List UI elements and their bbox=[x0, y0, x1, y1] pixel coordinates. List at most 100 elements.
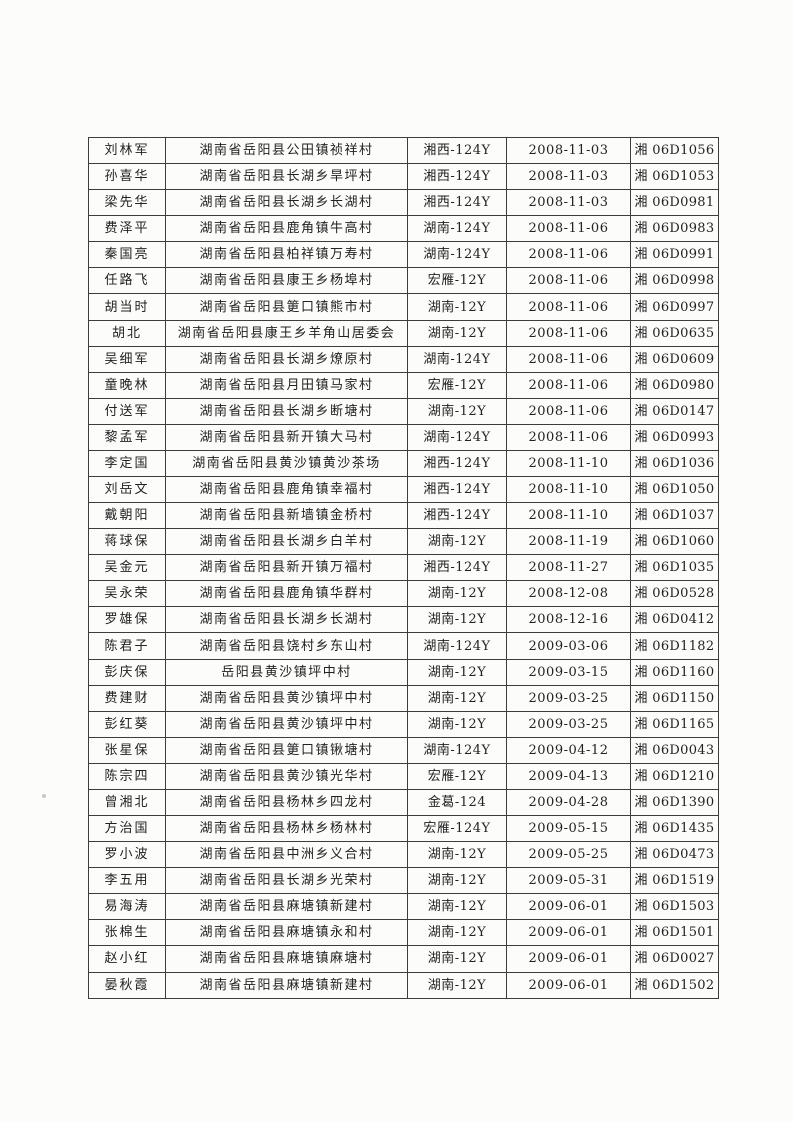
cell-date: 2009-03-25 bbox=[506, 684, 631, 712]
table-row: 李五用 湖南省岳阳县长湖乡光荣村 湖南-12Y 2009-05-31 湘 06D1519 bbox=[88, 867, 719, 895]
cell-plate: 湘 06D0043 bbox=[630, 736, 719, 764]
cell-address: 岳阳县黄沙镇坪中村 bbox=[165, 658, 408, 686]
cell-address: 湖南省岳阳县黄沙镇坪中村 bbox=[165, 710, 408, 738]
cell-date: 2009-06-01 bbox=[506, 919, 631, 947]
cell-name: 李五用 bbox=[88, 867, 166, 895]
table-row: 晏秋霞 湖南省岳阳县麻塘镇新建村 湖南-12Y 2009-06-01 湘 06D1502 bbox=[88, 971, 719, 999]
cell-address: 湖南省岳阳县黄沙镇坪中村 bbox=[165, 684, 408, 712]
cell-plate: 湘 06D1502 bbox=[630, 971, 719, 999]
cell-plate: 湘 06D0998 bbox=[630, 267, 719, 295]
cell-date: 2008-11-10 bbox=[506, 502, 631, 530]
cell-plate: 湘 06D1037 bbox=[630, 502, 719, 530]
cell-date: 2008-11-06 bbox=[506, 241, 631, 269]
table-row: 罗雄保 湖南省岳阳县长湖乡长湖村 湖南-12Y 2008-12-16 湘 06D0412 bbox=[88, 606, 719, 634]
cell-name: 刘岳文 bbox=[88, 476, 166, 504]
cell-name: 罗雄保 bbox=[88, 606, 166, 634]
cell-address: 湖南省岳阳县长湖乡断塘村 bbox=[165, 397, 408, 425]
cell-name: 胡当时 bbox=[88, 293, 166, 321]
cell-address: 湖南省岳阳县鹿角镇华群村 bbox=[165, 580, 408, 608]
cell-plate: 湘 06D1390 bbox=[630, 788, 719, 817]
table-row: 童晚林 湖南省岳阳县月田镇马家村 宏雁-12Y 2008-11-06 湘 06D0980 bbox=[88, 371, 719, 399]
cell-address: 湖南省岳阳县麻塘镇新建村 bbox=[165, 893, 408, 921]
cell-name: 孙喜华 bbox=[88, 163, 166, 191]
cell-date: 2009-04-28 bbox=[506, 788, 631, 817]
cell-date: 2008-11-27 bbox=[506, 554, 631, 582]
cell-model: 湖南-12Y bbox=[407, 528, 507, 556]
cell-model: 湖南-12Y bbox=[407, 293, 507, 321]
cell-plate: 湘 06D1210 bbox=[630, 762, 719, 790]
cell-model: 湘西-124Y bbox=[407, 476, 507, 504]
cell-address: 湖南省岳阳县黄沙镇光华村 bbox=[165, 762, 408, 790]
cell-model: 湖南-12Y bbox=[407, 684, 507, 712]
cell-model: 湖南-12Y bbox=[407, 841, 507, 869]
cell-date: 2008-11-06 bbox=[506, 345, 631, 373]
cell-model: 湖南-124Y bbox=[407, 632, 507, 660]
cell-model: 湖南-124Y bbox=[407, 736, 507, 764]
cell-date: 2009-03-06 bbox=[506, 632, 631, 660]
table-row: 蒋球保 湖南省岳阳县长湖乡白羊村 湖南-12Y 2008-11-19 湘 06D1060 bbox=[88, 528, 719, 556]
cell-address: 湖南省岳阳县康王乡羊角山居委会 bbox=[165, 319, 408, 347]
table-row: 李定国 湖南省岳阳县黄沙镇黄沙茶场 湘西-124Y 2008-11-10 湘 06D10… bbox=[88, 449, 719, 478]
cell-name: 赵小红 bbox=[88, 945, 166, 973]
cell-address: 湖南省岳阳县长湖乡长湖村 bbox=[165, 606, 408, 634]
cell-model: 湖南-12Y bbox=[407, 919, 507, 947]
cell-model: 宏雁-12Y bbox=[407, 762, 507, 790]
cell-date: 2008-11-06 bbox=[506, 397, 631, 425]
cell-model: 湖南-12Y bbox=[407, 397, 507, 425]
cell-date: 2009-05-15 bbox=[506, 815, 631, 843]
cell-date: 2008-11-06 bbox=[506, 319, 631, 347]
table-row: 胡当时 湖南省岳阳县筻口镇熊市村 湖南-12Y 2008-11-06 湘 06D0997 bbox=[88, 293, 719, 321]
cell-model: 湖南-12Y bbox=[407, 319, 507, 347]
table-row: 戴朝阳 湖南省岳阳县新墙镇金桥村 湘西-124Y 2008-11-10 湘 06D103… bbox=[88, 502, 719, 530]
cell-model: 湖南-124Y bbox=[407, 241, 507, 269]
cell-date: 2009-06-01 bbox=[506, 945, 631, 973]
cell-model: 宏雁-12Y bbox=[407, 267, 507, 295]
cell-plate: 湘 06D1182 bbox=[630, 632, 719, 660]
table-row: 梁先华 湖南省岳阳县长湖乡长湖村 湘西-124Y 2008-11-03 湘 06D098… bbox=[88, 189, 719, 217]
table-row: 方治国 湖南省岳阳县杨林乡杨林村 宏雁-124Y 2009-05-15 湘 06D143… bbox=[88, 815, 719, 843]
table-row: 吴金元 湖南省岳阳县新开镇万福村 湘西-124Y 2008-11-27 湘 06D103… bbox=[88, 554, 719, 582]
table-row: 秦国亮 湖南省岳阳县柏祥镇万寿村 湖南-124Y 2008-11-06 湘 06D099… bbox=[88, 241, 719, 269]
cell-name: 方治国 bbox=[88, 815, 166, 843]
records-table: 刘林军 湖南省岳阳县公田镇祯祥村 湘西-124Y 2008-11-03 湘 06D105… bbox=[88, 136, 719, 999]
table-row: 孙喜华 湖南省岳阳县长湖乡旱坪村 湘西-124Y 2008-11-03 湘 06D105… bbox=[88, 163, 719, 191]
cell-date: 2008-11-06 bbox=[506, 293, 631, 321]
cell-plate: 湘 06D1050 bbox=[630, 476, 719, 504]
cell-plate: 湘 06D0981 bbox=[630, 189, 719, 217]
cell-date: 2009-05-25 bbox=[506, 841, 631, 869]
cell-plate: 湘 06D1035 bbox=[630, 554, 719, 582]
cell-date: 2009-03-15 bbox=[506, 658, 631, 686]
cell-name: 费建财 bbox=[88, 684, 166, 712]
cell-date: 2008-11-10 bbox=[506, 449, 631, 478]
table-row: 费建财 湖南省岳阳县黄沙镇坪中村 湖南-12Y 2009-03-25 湘 06D1150 bbox=[88, 684, 719, 712]
table-row: 刘岳文 湖南省岳阳县鹿角镇幸福村 湘西-124Y 2008-11-10 湘 06D105… bbox=[88, 476, 719, 504]
cell-name: 曾湘北 bbox=[88, 788, 166, 817]
cell-name: 童晚林 bbox=[88, 371, 166, 399]
cell-model: 宏雁-124Y bbox=[407, 815, 507, 843]
cell-address: 湖南省岳阳县长湖乡白羊村 bbox=[165, 528, 408, 556]
cell-address: 湖南省岳阳县长湖乡旱坪村 bbox=[165, 163, 408, 191]
cell-plate: 湘 06D1501 bbox=[630, 919, 719, 947]
cell-plate: 湘 06D0980 bbox=[630, 371, 719, 399]
cell-address: 湖南省岳阳县公田镇祯祥村 bbox=[165, 136, 408, 165]
cell-model: 湘西-124Y bbox=[407, 554, 507, 582]
cell-model: 湖南-124Y bbox=[407, 215, 507, 243]
cell-address: 湖南省岳阳县康王乡杨埠村 bbox=[165, 267, 408, 295]
table-row: 刘林军 湖南省岳阳县公田镇祯祥村 湘西-124Y 2008-11-03 湘 06D105… bbox=[88, 136, 719, 165]
cell-model: 湖南-12Y bbox=[407, 893, 507, 921]
cell-plate: 湘 06D1435 bbox=[630, 815, 719, 843]
cell-name: 秦国亮 bbox=[88, 241, 166, 269]
table-row: 曾湘北 湖南省岳阳县杨林乡四龙村 金葛-124 2009-04-28 湘 06D1390 bbox=[88, 788, 719, 817]
cell-plate: 湘 06D0991 bbox=[630, 241, 719, 269]
cell-plate: 湘 06D0027 bbox=[630, 945, 719, 973]
cell-plate: 湘 06D1503 bbox=[630, 893, 719, 921]
cell-address: 湖南省岳阳县筻口镇锹塘村 bbox=[165, 736, 408, 764]
cell-address: 湖南省岳阳县新墙镇金桥村 bbox=[165, 502, 408, 530]
cell-date: 2009-05-31 bbox=[506, 867, 631, 895]
table-row: 陈宗四 湖南省岳阳县黄沙镇光华村 宏雁-12Y 2009-04-13 湘 06D1210 bbox=[88, 762, 719, 790]
table-row: 费泽平 湖南省岳阳县鹿角镇牛高村 湖南-124Y 2008-11-06 湘 06D098… bbox=[88, 215, 719, 243]
cell-plate: 湘 06D0997 bbox=[630, 293, 719, 321]
cell-name: 张星保 bbox=[88, 736, 166, 764]
cell-address: 湖南省岳阳县长湖乡长湖村 bbox=[165, 189, 408, 217]
